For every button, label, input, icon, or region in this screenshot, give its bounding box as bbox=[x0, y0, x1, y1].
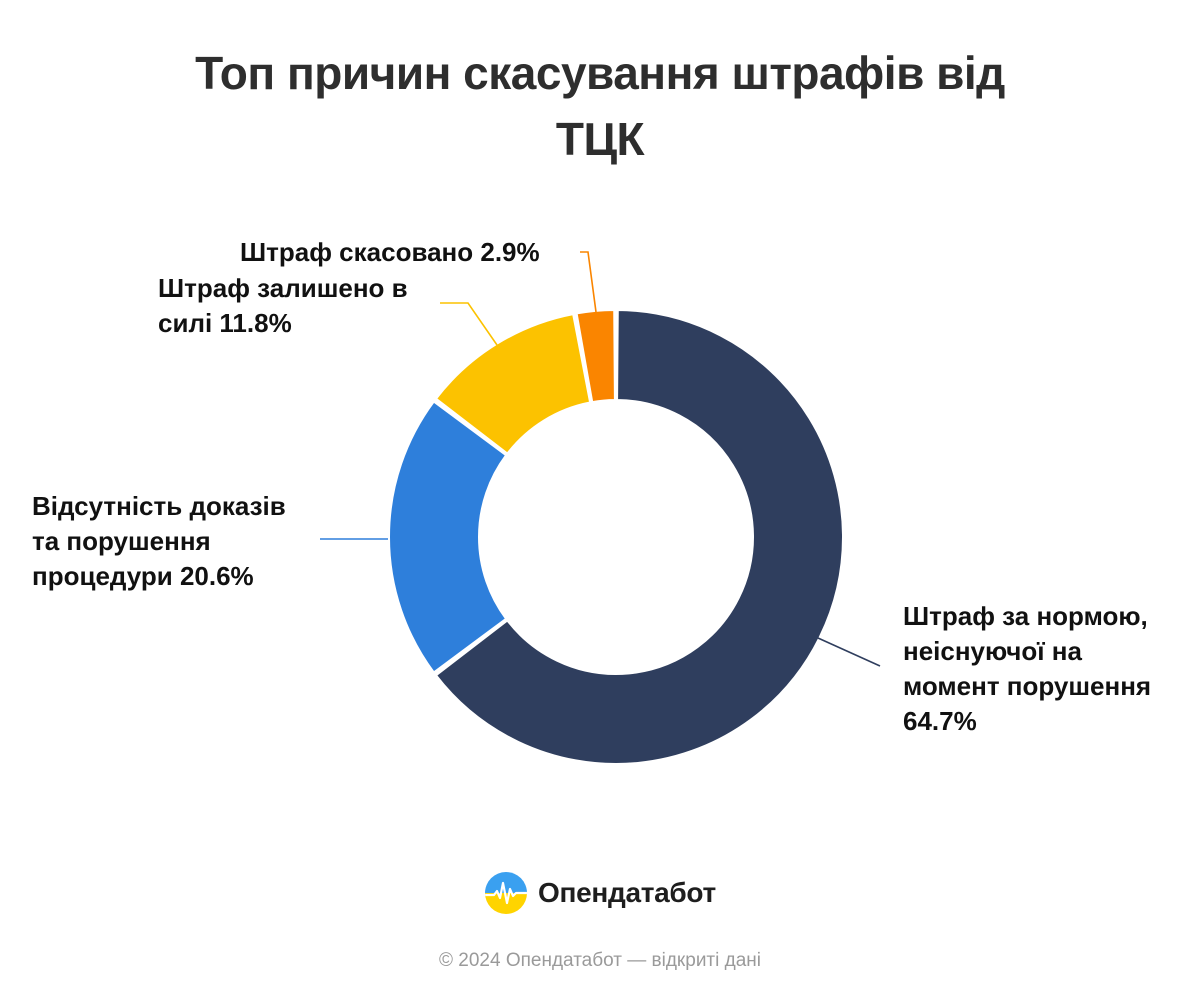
slice-label-3: Штраф скасовано 2.9% bbox=[240, 237, 540, 267]
slice-label-line: та порушення bbox=[32, 526, 211, 556]
slice-label-0: Штраф за нормою, неіснуючої на момент пору… bbox=[903, 601, 1151, 736]
leader-line-2 bbox=[440, 302, 498, 346]
donut-slices bbox=[388, 309, 844, 765]
slice-label-line: Відсутність доказів bbox=[32, 491, 286, 521]
chart-title: Топ причин скасування штрафів від ТЦК bbox=[100, 40, 1100, 172]
slice-label-1: Відсутність доказів та порушення процедури… bbox=[32, 491, 286, 591]
slice-label-line: силі 11.8% bbox=[158, 308, 292, 338]
slice-label-line: Штраф скасовано 2.9% bbox=[240, 237, 540, 267]
chart-title-line: Топ причин скасування штрафів від bbox=[195, 47, 1005, 99]
slice-labels: Штраф за нормою, неіснуючої на момент пору… bbox=[32, 237, 1151, 736]
slice-label-line: Штраф за нормою, bbox=[903, 601, 1148, 631]
leader-line-0 bbox=[817, 637, 881, 667]
brand-logo: Опендатабот bbox=[484, 870, 716, 916]
slice-label-line: процедури 20.6% bbox=[32, 561, 254, 591]
leader-line-3 bbox=[580, 251, 597, 313]
slice-label-line: момент порушення bbox=[903, 671, 1151, 701]
label-leader-lines bbox=[320, 251, 881, 667]
copyright-footer: © 2024 Опендатабот — відкриті дані bbox=[439, 950, 761, 971]
donut-slice-3 bbox=[575, 309, 616, 404]
donut-slice-2 bbox=[434, 313, 592, 455]
slice-label-line: 64.7% bbox=[903, 706, 977, 736]
donut-slice-1 bbox=[388, 400, 508, 674]
donut-slice-0 bbox=[434, 309, 844, 765]
brand-name: Опендатабот bbox=[538, 877, 716, 908]
opendatabot-logo-icon bbox=[485, 872, 527, 914]
slice-label-line: неіснуючої на bbox=[903, 636, 1082, 666]
slice-label-2: Штраф залишено в силі 11.8% bbox=[158, 273, 408, 338]
chart-title-line: ТЦК bbox=[555, 113, 645, 165]
slice-label-line: Штраф залишено в bbox=[158, 273, 408, 303]
